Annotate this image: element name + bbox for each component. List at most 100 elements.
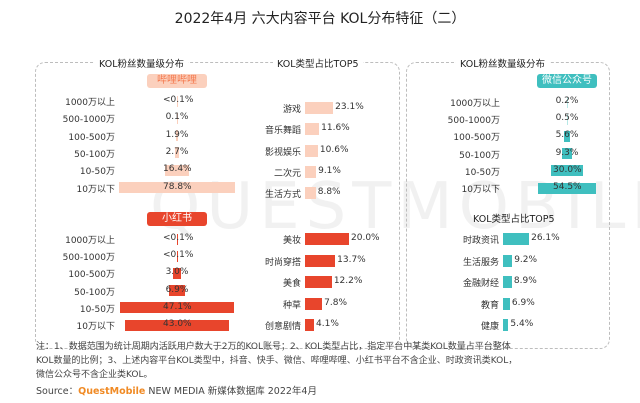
bilibili-type-value: 8.8%	[317, 187, 341, 198]
xhs-type-label: 创意剧情	[264, 322, 301, 332]
wechat-tier-label: 10万以下	[461, 185, 500, 195]
xhs-tier-bar	[176, 250, 178, 262]
xhs-tier-bar	[176, 233, 178, 245]
bilibili-type-label: 生活方式	[264, 190, 301, 201]
xhs-tier-label: 10万以下	[76, 322, 115, 332]
footnote-line-2: KOL数量的比例；3、上述内容平台KOL类型中，抖音、快手、微信、哔哩哔哩、小红…	[36, 356, 518, 366]
wechat-tier-label: 50-100万	[459, 150, 500, 161]
bilibili-type-value: 11.6%	[321, 123, 350, 134]
xhs-type-value: 13.7%	[337, 254, 366, 265]
wechat-type-value: 9.2%	[514, 254, 538, 265]
bilibili-tier-bar	[164, 164, 190, 176]
bilibili-tier-bar	[176, 95, 178, 107]
xhs-tier-value: <0.1%	[163, 233, 194, 243]
xhs-type-label: 种草	[282, 300, 301, 311]
xhs-type-value: 12.2%	[333, 276, 363, 286]
xhs-type-label: 时尚穿搭	[264, 257, 301, 268]
wechat-type-value: 6.9%	[511, 297, 535, 308]
wechat-platform-label: 微信公众号	[537, 74, 597, 88]
bilibili-type-label: 音乐舞蹈	[264, 126, 301, 137]
wechat-tier-bar	[562, 148, 572, 160]
xhs-tier-label: 50-100万	[74, 287, 115, 298]
bilibili-tier-label: 100-500万	[68, 132, 115, 143]
bilibili-tier-value: 16.4%	[163, 164, 192, 175]
right-fans-section-title: KOL粉丝数量级分布	[456, 56, 549, 70]
xhs-tier-value: 3.0%	[165, 267, 189, 278]
xhs-tier-label: 10-50万	[79, 304, 115, 315]
right-type-section-title: KOL类型占比TOP5	[473, 214, 555, 225]
bilibili-tier-label: 50-100万	[74, 149, 115, 160]
wechat-tier-value: 0.5%	[555, 113, 579, 124]
bilibili-tier-label: 10万以下	[76, 184, 115, 195]
xhs-tier-label: 100-500万	[68, 270, 115, 281]
bilibili-type-label: 影视娱乐	[264, 147, 301, 158]
xhs-type-value: 20.0%	[351, 233, 380, 243]
wechat-type-bar	[503, 254, 513, 267]
bilibili-tier-value: 2.7%	[165, 146, 189, 157]
bilibili-tier-value: 0.1%	[165, 112, 189, 123]
xhs-tier-label: 500-1000万	[62, 253, 115, 264]
bilibili-type-bar	[305, 187, 316, 200]
wechat-type-label: 金融财经	[462, 279, 499, 289]
wechat-type-value: 26.1%	[531, 233, 560, 243]
wechat-tier-label: 100-500万	[453, 133, 500, 144]
xhs-platform-label: 小红书	[147, 212, 207, 226]
bilibili-type-value: 10.6%	[319, 144, 349, 155]
wechat-tier-label: 1000万以上	[450, 99, 500, 109]
page-title: 2022年4月 六大内容平台 KOL分布特征（二）	[174, 11, 466, 27]
wechat-type-label: 健康	[480, 322, 499, 332]
bilibili-tier-value: 78.8%	[163, 181, 192, 192]
wechat-tier-value: 5.6%	[555, 130, 579, 141]
xhs-type-bar	[305, 254, 336, 267]
wechat-type-bar	[503, 297, 510, 310]
source-brand: QuestMobile	[78, 386, 146, 397]
xhs-tier-value: 6.9%	[165, 284, 189, 295]
wechat-type-label: 教育	[480, 300, 499, 311]
wechat-type-label: 时政资讯	[462, 236, 499, 246]
bilibili-tier-bar	[175, 147, 179, 159]
wechat-tier-bar	[538, 182, 596, 194]
bilibili-tier-bar	[175, 130, 179, 142]
wechat-tier-bar	[566, 96, 568, 108]
wechat-tier-value: 0.2%	[555, 96, 579, 106]
bilibili-type-bar	[305, 102, 334, 114]
xhs-tier-bar	[173, 267, 181, 279]
xhs-type-value: 4.1%	[316, 319, 339, 329]
bilibili-type-label: 游戏	[282, 105, 301, 115]
wechat-tier-bar	[564, 130, 570, 142]
bilibili-tier-value: <0.1%	[163, 95, 194, 105]
xhs-tier-bar	[125, 319, 229, 331]
bilibili-tier-value: 1.9%	[165, 129, 189, 140]
wechat-tier-value: 9.3%	[555, 147, 579, 158]
wechat-type-bar	[503, 319, 509, 331]
bilibili-type-bar	[305, 144, 318, 157]
xhs-type-label: 美食	[282, 279, 301, 289]
wechat-type-value: 8.9%	[513, 276, 537, 286]
xhs-type-value: 7.8%	[324, 297, 348, 308]
wechat-tier-bar	[566, 113, 568, 125]
xhs-tier-bar	[120, 302, 234, 314]
left-type-section-title: KOL类型占比TOP5	[273, 56, 363, 70]
left-fans-section-title: KOL粉丝数量级分布	[95, 56, 188, 70]
xhs-tier-bar	[168, 285, 186, 297]
bilibili-type-value: 23.1%	[335, 102, 364, 112]
bilibili-platform-label: 哔哩哔哩	[147, 74, 207, 88]
source-prefix: Source：	[36, 386, 79, 397]
wechat-tier-label: 10-50万	[464, 167, 500, 178]
footnote-line-3: 微信公众号不含企业类KOL。	[36, 370, 153, 380]
bilibili-tier-label: 500-1000万	[62, 115, 115, 126]
bilibili-tier-label: 1000万以上	[65, 98, 115, 108]
source-line: Source：QuestMobile NEW MEDIA 新媒体数据库 2022…	[36, 383, 317, 397]
xhs-type-bar	[305, 297, 323, 310]
xhs-tier-value: <0.1%	[163, 250, 194, 261]
source-rest: NEW MEDIA 新媒体数据库 2022年4月	[145, 386, 317, 397]
wechat-tier-value: 30.0%	[553, 164, 582, 175]
xhs-type-bar	[305, 319, 315, 331]
bilibili-type-value: 9.1%	[318, 165, 341, 176]
wechat-tier-value: 54.5%	[553, 182, 582, 192]
bilibili-tier-bar	[176, 112, 178, 124]
wechat-tier-label: 500-1000万	[447, 116, 500, 127]
left-panel	[35, 62, 400, 349]
bilibili-type-label: 二次元	[273, 168, 301, 179]
